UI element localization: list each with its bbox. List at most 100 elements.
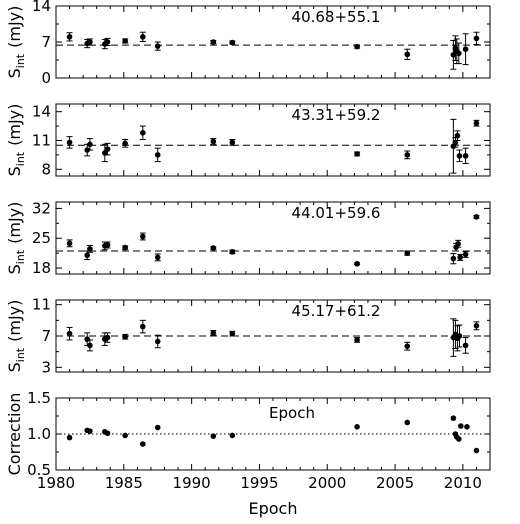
data-point [462, 153, 469, 159]
data-point [84, 336, 90, 342]
data-point [404, 419, 411, 426]
y-tick-label: 18 [32, 259, 51, 277]
y-axis-label-unit: (mJy) [5, 104, 24, 146]
data-point [104, 334, 111, 341]
data-point [229, 330, 236, 337]
data-point [450, 52, 457, 58]
data-point [210, 245, 217, 251]
data-point [104, 39, 111, 45]
data-point [122, 140, 128, 147]
data-point [473, 323, 480, 329]
data-point [452, 139, 459, 146]
y-tick-label: 11 [32, 131, 51, 149]
y-axis-label-subscript: int [14, 249, 27, 264]
data-point [140, 323, 146, 330]
y-axis-label-symbol: S [5, 166, 24, 176]
data-point [140, 130, 146, 136]
data-point [456, 50, 462, 57]
y-tick-label: 7 [41, 327, 51, 345]
panel-5: 0.5 1.0 1.5 Epoch Correction 1980 1985 1990 1995… [5, 389, 491, 518]
data-point [473, 447, 480, 454]
y-axis-label: Sint (mJy) [5, 6, 27, 79]
y-axis-label-unit: (mJy) [5, 6, 24, 48]
data-point [456, 436, 462, 442]
data-point [404, 250, 411, 256]
panel-title: 40.68+55.1 [292, 8, 381, 26]
data-point [404, 51, 411, 58]
data-point [456, 153, 463, 159]
panel-3: 18 25 32 44.01+59.6 Sint (mJy) [5, 199, 491, 277]
data-point [450, 255, 457, 262]
data-point [104, 242, 111, 248]
data-point [457, 254, 463, 261]
panel-title: 45.17+61.2 [292, 302, 381, 320]
data-point [354, 337, 360, 343]
y-tick-label: 7 [41, 33, 51, 51]
y-tick-label: 3 [41, 358, 51, 376]
data-point [462, 251, 469, 258]
data-point [455, 240, 461, 247]
data-point [473, 35, 480, 42]
panel-title: Epoch [269, 404, 315, 422]
y-axis-label-symbol: S [5, 264, 24, 274]
y-axis-label: Sint (mJy) [5, 104, 27, 177]
data-point [229, 432, 236, 439]
y-tick-label: 1.0 [27, 425, 51, 443]
plot-frame [55, 201, 491, 275]
data-point [122, 432, 128, 439]
y-tick-label: 8 [41, 160, 51, 178]
data-point [473, 214, 480, 220]
panel-1: 0 7 14 40.68+55.1 Sint (mJy) [5, 0, 491, 87]
y-axis-label: Sint (mJy) [5, 202, 27, 275]
y-axis-label-symbol: S [5, 68, 24, 78]
data-point [154, 43, 161, 49]
data-point [140, 441, 146, 447]
x-tick-label: 1980 [37, 474, 75, 492]
data-point [87, 39, 93, 45]
y-tick-label: 25 [32, 229, 51, 247]
y-tick-label: 14 [32, 103, 51, 121]
y-tick-label: 32 [32, 199, 51, 217]
data-point [66, 240, 73, 247]
y-axis-label-subscript: int [14, 53, 27, 68]
panel-title: 44.01+59.6 [292, 204, 381, 222]
y-tick-label: 1.5 [27, 389, 51, 407]
x-tick-label: 2005 [376, 474, 414, 492]
data-point [154, 338, 161, 345]
y-axis-label-subscript: int [14, 151, 27, 166]
x-axis-label: Epoch [249, 499, 298, 518]
y-tick-label: 14 [32, 0, 51, 15]
data-point [66, 434, 73, 441]
data-point [229, 139, 236, 146]
data-point [210, 330, 217, 336]
x-tick-label: 2010 [444, 474, 482, 492]
y-axis-label-unit: (mJy) [5, 300, 24, 342]
data-point [87, 428, 93, 434]
y-axis-label-unit: (mJy) [5, 202, 24, 244]
data-point [140, 34, 146, 40]
y-tick-label: 0.5 [27, 461, 51, 479]
x-tick-label: 1990 [173, 474, 211, 492]
data-point [229, 249, 236, 255]
data-point [87, 342, 93, 349]
data-point [210, 39, 217, 45]
data-point [104, 430, 111, 437]
data-point [458, 423, 464, 429]
data-point [450, 415, 457, 421]
y-axis-label: Sint (mJy) [5, 300, 27, 373]
panel-4: 3 7 11 45.17+61.2 Sint (mJy) [5, 296, 491, 376]
panel-title: 43.31+59.2 [292, 106, 381, 124]
data-point [66, 330, 73, 337]
x-tick-label: 2000 [308, 474, 346, 492]
y-tick-label: 11 [32, 296, 51, 314]
panel-2: 8 11 14 43.31+59.2 Sint (mJy) [5, 103, 491, 178]
data-point [354, 151, 360, 157]
plot-frame [55, 103, 491, 177]
data-point [122, 38, 128, 44]
y-axis-label: Correction [5, 393, 24, 476]
data-point [454, 132, 461, 139]
data-point [404, 343, 411, 349]
data-point [210, 433, 217, 439]
data-point [87, 246, 93, 252]
